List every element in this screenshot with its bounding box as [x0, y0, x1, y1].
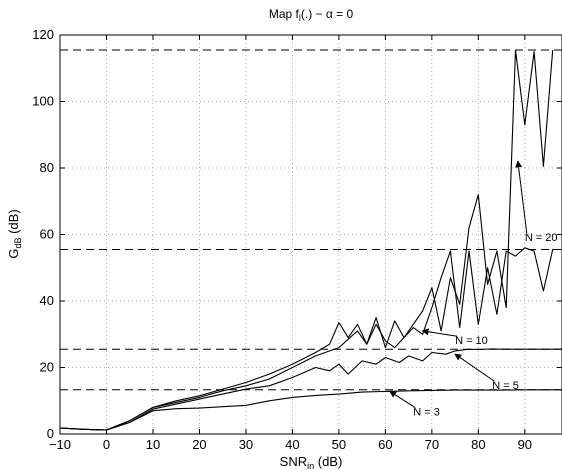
chart-title-subscript: l: [299, 13, 301, 23]
y-axis-label-main: G: [6, 249, 21, 259]
y-tick-label: 100: [32, 94, 54, 109]
annotation-arrow: [454, 353, 495, 382]
chart-title: Map fl(.) − α = 0: [269, 7, 354, 23]
x-tick-label: 50: [332, 437, 346, 452]
plot-background: [60, 35, 562, 434]
annotation-label: N = 20: [525, 232, 558, 244]
annotation-arrow: [515, 160, 528, 234]
series-line-n-10: [59, 247, 562, 431]
series-line-n-5: [59, 348, 562, 431]
x-tick-label: 90: [518, 437, 532, 452]
annotation-label: N = 10: [455, 335, 488, 347]
y-axis-label-subscript: dB: [13, 238, 23, 249]
y-tick-label: 60: [40, 227, 54, 242]
x-tick-label: 40: [285, 437, 299, 452]
chart-title-suffix: (.) − α = 0: [301, 7, 354, 21]
x-tick-label: 80: [471, 437, 485, 452]
y-tick-label: 120: [32, 27, 54, 42]
y-tick-label: 40: [40, 293, 54, 308]
x-tick-label: 60: [378, 437, 392, 452]
annotation-arrow: [389, 390, 416, 409]
annotation-label: N = 3: [413, 407, 440, 419]
x-tick-label: 0: [103, 437, 110, 452]
y-tick-label: 80: [40, 160, 54, 175]
x-axis-label-main: SNR: [280, 454, 307, 469]
annotation-arrow: [421, 328, 458, 337]
y-axis-label-suffix: (dB): [6, 209, 21, 237]
x-tick-label: 20: [192, 437, 206, 452]
series-lines: [59, 49, 562, 431]
x-tick-label: 70: [425, 437, 439, 452]
x-tick-label: 10: [146, 437, 160, 452]
annotation-label: N = 5: [492, 380, 519, 392]
y-tick-label: 0: [47, 426, 54, 441]
series-line-n-3: [59, 389, 562, 431]
x-tick-label: −10: [49, 437, 71, 452]
x-tick-label: 30: [239, 437, 253, 452]
y-axis-label: GdB (dB): [6, 209, 23, 258]
series-line-n-20: [59, 49, 554, 431]
chart-title-prefix: Map f: [269, 7, 300, 21]
y-tick-label: 20: [40, 360, 54, 375]
x-axis-label: SNRin (dB): [280, 454, 343, 470]
x-axis-label-suffix: (dB): [314, 454, 342, 469]
annotations: N = 20 N = 10 N = 5 N = 3: [389, 160, 558, 419]
x-axis-label-subscript: in: [307, 461, 314, 470]
